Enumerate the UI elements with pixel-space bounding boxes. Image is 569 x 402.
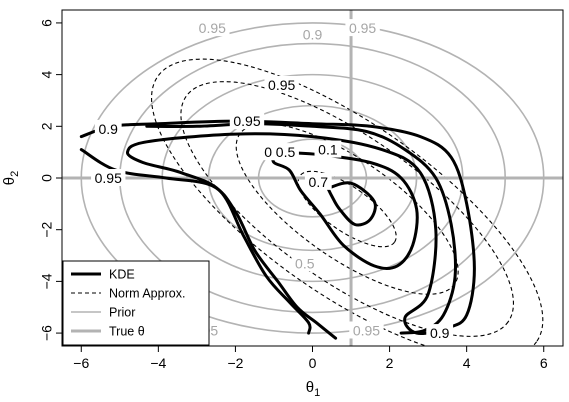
y-axis-label: θ2 (1, 171, 21, 185)
kde-contour-label-4-bg (314, 140, 342, 158)
norm-approx-contour-1 (180, 81, 515, 337)
y-tick-label-0: 0 (39, 174, 55, 182)
legend-label-3: True θ (109, 325, 145, 339)
prior-contour-label-0-bg (195, 19, 230, 37)
kde-contour-label-5-bg (304, 172, 332, 190)
kde-contour-label-3: 0.5 (276, 144, 296, 160)
prior-contour-label-1-bg (345, 19, 380, 37)
x-tick-label--2: −2 (227, 355, 243, 371)
y-tick-label--6: −6 (39, 325, 55, 341)
kde-contour-label-0: 0.9 (99, 121, 119, 137)
x-tick-label--6: −6 (73, 355, 89, 371)
kde-contour-label-0-bg (94, 119, 122, 137)
x-tick-label-2: 2 (386, 355, 394, 371)
legend-label-2: Prior (109, 306, 135, 320)
y-tick-label-6: 6 (39, 19, 55, 27)
y-tick-label--2: −2 (39, 222, 55, 238)
norm-approx-label-0-bg (264, 75, 299, 93)
prior-contour-label-5: 0.5 (295, 255, 315, 271)
x-tick-label-4: 4 (463, 355, 471, 371)
kde-contour-label-2-bg (91, 169, 126, 186)
prior-contour-label-2-bg (299, 25, 326, 43)
x-axis-label: θ1 (306, 379, 320, 399)
y-tick-label--4: −4 (39, 273, 55, 289)
kde-contour-label-2: 0.95 (95, 170, 122, 186)
kde-contour-label-4: 0.1 (318, 142, 338, 158)
kde-contour-label-6: 0.9 (430, 325, 450, 341)
norm-approx-contour-3 (297, 170, 397, 248)
prior-contour-label-0: 0.95 (199, 20, 226, 36)
norm-approx-label-0: 0.95 (268, 77, 295, 93)
prior-contour-label-5-bg (291, 254, 319, 272)
kde-contour-label-1: 0.95 (233, 113, 260, 129)
kde-contour-label-6-bg (426, 324, 454, 342)
prior-contour-label-2: 0.9 (303, 27, 323, 43)
x-tick-label-6: 6 (540, 355, 548, 371)
kde-contour-1 (79, 148, 338, 340)
kde-contour-label-3-bg (272, 143, 299, 161)
kde-contour-4 (326, 181, 377, 227)
kde-contour-label-5: 0.7 (309, 174, 329, 190)
legend-label-0: KDE (109, 268, 135, 282)
y-tick-label-4: 4 (39, 71, 55, 79)
prior-contour-label-1: 0.95 (349, 20, 376, 36)
kde-contour-3 (271, 150, 419, 270)
x-tick-label--4: −4 (150, 355, 166, 371)
x-tick-label-0: 0 (309, 355, 317, 371)
legend: KDE Norm Approx. Prior True θ (62, 260, 210, 346)
prior-contour-label-4: 0.95 (353, 322, 380, 338)
kde-contour-label-1-bg (229, 112, 265, 130)
y-tick-label-2: 2 (39, 122, 55, 130)
prior-contour-label-4-bg (349, 321, 384, 339)
legend-label-1: Norm Approx. (109, 287, 185, 301)
